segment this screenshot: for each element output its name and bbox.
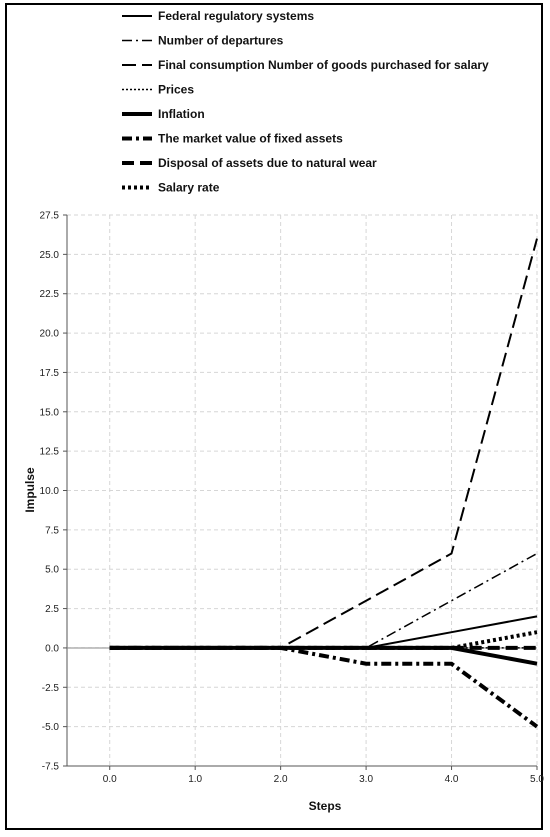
- y-tick-label: 7.5: [45, 525, 59, 536]
- grid: [67, 214, 538, 767]
- legend: Federal regulatory systems Number of depa…: [122, 9, 489, 195]
- y-tick-label: 10.0: [40, 486, 60, 497]
- y-tick-label: 0.0: [45, 643, 59, 654]
- legend-label: Federal regulatory systems: [158, 9, 314, 23]
- series-line: [109, 238, 538, 649]
- series-line: [109, 552, 538, 649]
- x-tick-label: 2.0: [274, 774, 288, 785]
- x-axis-title: Steps: [309, 799, 342, 813]
- y-tick-label: 2.5: [45, 604, 59, 615]
- legend-label: Prices: [158, 83, 194, 97]
- y-tick-label: 17.5: [40, 368, 60, 379]
- x-tick-label: 3.0: [359, 774, 373, 785]
- x-tick-label: 0.0: [103, 774, 117, 785]
- y-axis-title: Impulse: [23, 467, 37, 513]
- legend-label: Inflation: [158, 107, 205, 121]
- series-line: [109, 645, 539, 729]
- x-tick-label: 4.0: [445, 774, 459, 785]
- series-line: [109, 630, 538, 650]
- y-ticks: 27.5 25.0 22.5 20.0 17.5 15.0 12.5 10.0 7.5 5.0 2.…: [40, 211, 67, 773]
- legend-label: Disposal of assets due to natural wear: [158, 156, 377, 170]
- y-tick-label: -7.5: [42, 762, 60, 773]
- chart-frame: [5, 3, 543, 830]
- y-tick-label: 27.5: [40, 211, 60, 222]
- series-lines: [109, 238, 539, 729]
- x-tick-label: 1.0: [188, 774, 202, 785]
- legend-label: Number of departures: [158, 34, 284, 48]
- x-ticks: 0.0 1.0 2.0 3.0 4.0 5.0: [103, 766, 544, 785]
- y-tick-label: 5.0: [45, 565, 59, 576]
- y-tick-label: 22.5: [40, 289, 60, 300]
- legend-label: Salary rate: [158, 181, 220, 195]
- y-tick-label: 15.0: [40, 407, 60, 418]
- y-tick-label: 12.5: [40, 447, 60, 458]
- y-tick-label: 25.0: [40, 250, 60, 261]
- y-tick-label: -5.0: [42, 722, 60, 733]
- x-tick-label: 5.0: [530, 774, 544, 785]
- series-line: [109, 615, 538, 649]
- legend-label: The market value of fixed assets: [158, 132, 343, 146]
- legend-label: Final consumption Number of goods purcha…: [158, 58, 489, 72]
- y-tick-label: 20.0: [40, 329, 60, 340]
- y-tick-label: -2.5: [42, 683, 60, 694]
